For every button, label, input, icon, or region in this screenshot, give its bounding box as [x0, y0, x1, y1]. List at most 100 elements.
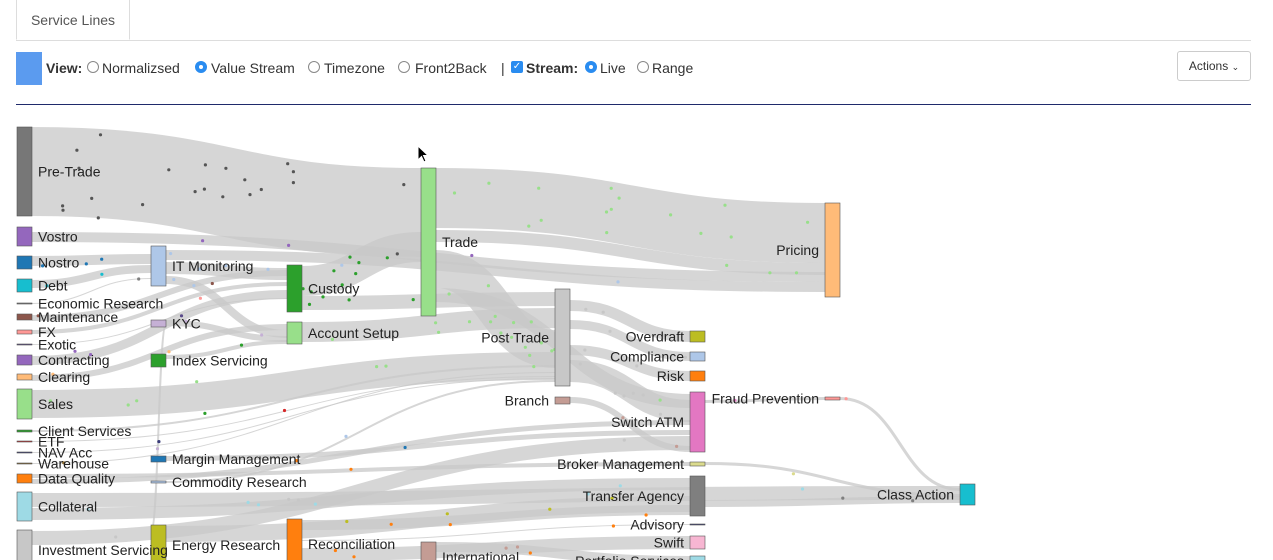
node-posttrade[interactable]	[554, 288, 571, 387]
view-radio-normalized[interactable]	[87, 61, 99, 73]
node-clearing[interactable]	[16, 373, 33, 381]
link-client-to-posttrade[interactable]	[31, 365, 556, 432]
stream-radio-live[interactable]	[585, 61, 597, 73]
node-navacc[interactable]	[16, 451, 33, 454]
node-trade[interactable]	[420, 167, 437, 317]
link-collateral-to-classaction[interactable]	[31, 486, 961, 507]
node-dataquality[interactable]	[16, 473, 33, 484]
node-commodity[interactable]	[150, 480, 167, 484]
link-dataquality-to-broker[interactable]	[31, 462, 691, 478]
node-fraud[interactable]	[824, 396, 841, 401]
link-contracting-to-custody[interactable]	[31, 290, 288, 365]
link-warehouse-to-posttrade[interactable]	[31, 372, 556, 464]
node-warehouse[interactable]	[16, 462, 33, 465]
node-maintenance[interactable]	[16, 313, 33, 321]
link-posttrade-to-compliance[interactable]	[569, 320, 691, 361]
link-margin-to-switchatm[interactable]	[165, 430, 691, 461]
stream-option-live-label[interactable]: Live	[600, 60, 626, 76]
view-option-front2back-label[interactable]: Front2Back	[415, 60, 487, 76]
node-etf[interactable]	[16, 440, 33, 443]
node-investment[interactable]	[16, 529, 33, 560]
link-itmon-to-custody[interactable]	[165, 262, 288, 280]
link-nostro-to-itmon[interactable]	[31, 254, 152, 266]
node-nostro[interactable]	[16, 255, 33, 270]
node-pricing[interactable]	[824, 202, 841, 298]
node-pretrade[interactable]	[16, 126, 33, 217]
link-reconciliation-to-advisory[interactable]	[301, 524, 691, 541]
node-energy[interactable]	[150, 524, 167, 560]
node-exotic[interactable]	[16, 343, 33, 346]
link-kyc-to-accountsetup[interactable]	[165, 320, 288, 342]
node-international[interactable]	[420, 541, 437, 560]
link-fraud-to-classaction[interactable]	[839, 397, 961, 491]
link-itmon-to-pricing[interactable]	[165, 250, 826, 292]
stream-radio-range[interactable]	[637, 61, 649, 73]
link-posttrade-to-overdraft[interactable]	[569, 300, 691, 342]
link-transfer-to-classaction[interactable]	[704, 496, 961, 507]
link-international-to-portfolio[interactable]	[435, 542, 691, 560]
view-radio-value-stream[interactable]	[195, 61, 207, 73]
view-radio-front2back[interactable]	[398, 61, 410, 73]
link-branch-to-switchatm[interactable]	[569, 397, 691, 452]
link-switchatm-to-fraud[interactable]	[704, 397, 826, 403]
flow-particle	[126, 403, 130, 407]
flow-particle	[100, 272, 104, 276]
node-classaction[interactable]	[959, 483, 976, 506]
node-economic[interactable]	[16, 302, 33, 305]
node-client[interactable]	[16, 429, 33, 433]
link-broker-to-classaction[interactable]	[704, 462, 961, 497]
node-custody[interactable]	[286, 264, 303, 313]
tab-service-lines[interactable]: Service Lines	[16, 0, 130, 40]
node-margin[interactable]	[150, 455, 167, 463]
link-clearing-to-accountsetup[interactable]	[31, 324, 288, 381]
node-overdraft[interactable]	[689, 330, 706, 343]
node-label-nostro: Nostro	[38, 255, 79, 271]
link-etf-to-posttrade[interactable]	[31, 376, 556, 442]
view-option-timezone-label[interactable]: Timezone	[324, 60, 385, 76]
node-collateral[interactable]	[16, 491, 33, 522]
node-swift[interactable]	[689, 535, 706, 550]
node-advisory[interactable]	[689, 523, 706, 526]
link-index-to-accountsetup[interactable]	[165, 340, 288, 359]
node-fx[interactable]	[16, 329, 33, 335]
node-branch[interactable]	[554, 396, 571, 405]
node-broker[interactable]	[689, 461, 706, 467]
node-reconciliation[interactable]	[286, 518, 303, 560]
stream-option-range-label[interactable]: Range	[652, 60, 694, 76]
view-option-value-stream-label[interactable]: Value Stream	[211, 60, 295, 76]
node-contracting[interactable]	[16, 354, 33, 366]
node-debt[interactable]	[16, 278, 33, 293]
view-option-normalized-label[interactable]: Normalizsed	[102, 60, 180, 76]
link-itmon-to-accountsetup[interactable]	[165, 276, 288, 338]
node-portfolio[interactable]	[689, 555, 706, 560]
node-accountsetup[interactable]	[286, 321, 303, 345]
node-transfer[interactable]	[689, 475, 706, 517]
link-debt-to-itmon[interactable]	[31, 265, 152, 288]
link-sales-to-posttrade[interactable]	[31, 352, 556, 418]
view-radio-timezone[interactable]	[308, 61, 320, 73]
node-vostro[interactable]	[16, 226, 33, 247]
node-compliance[interactable]	[689, 351, 706, 362]
node-itmon[interactable]	[150, 245, 167, 287]
link-trade-to-pricing[interactable]	[435, 230, 826, 275]
link-navacc-to-posttrade[interactable]	[31, 378, 556, 453]
node-sales[interactable]	[16, 388, 33, 420]
node-kyc[interactable]	[150, 319, 167, 328]
link-fx-to-custody[interactable]	[31, 282, 288, 334]
link-economic-to-itmon[interactable]	[31, 278, 152, 304]
flow-particle	[609, 207, 613, 211]
link-custody-to-trade[interactable]	[301, 232, 422, 296]
link-posttrade-to-risk[interactable]	[569, 345, 691, 381]
link-posttrade-to-switchatm[interactable]	[569, 360, 691, 422]
link-pretrade-to-trade[interactable]	[31, 127, 422, 257]
stream-checkbox[interactable]: ✓	[511, 61, 523, 73]
actions-dropdown-button[interactable]: Actions ⌄	[1177, 51, 1251, 81]
color-swatch[interactable]	[16, 52, 42, 85]
link-trade-to-pricing[interactable]	[435, 168, 826, 263]
node-switchatm[interactable]	[689, 391, 706, 453]
link-commodity-to-posttrade[interactable]	[165, 380, 556, 483]
node-risk[interactable]	[689, 370, 706, 382]
node-index[interactable]	[150, 353, 167, 368]
link-kyc-to-energy[interactable]	[150, 324, 167, 532]
link-reconciliation-to-transfer[interactable]	[301, 505, 691, 530]
